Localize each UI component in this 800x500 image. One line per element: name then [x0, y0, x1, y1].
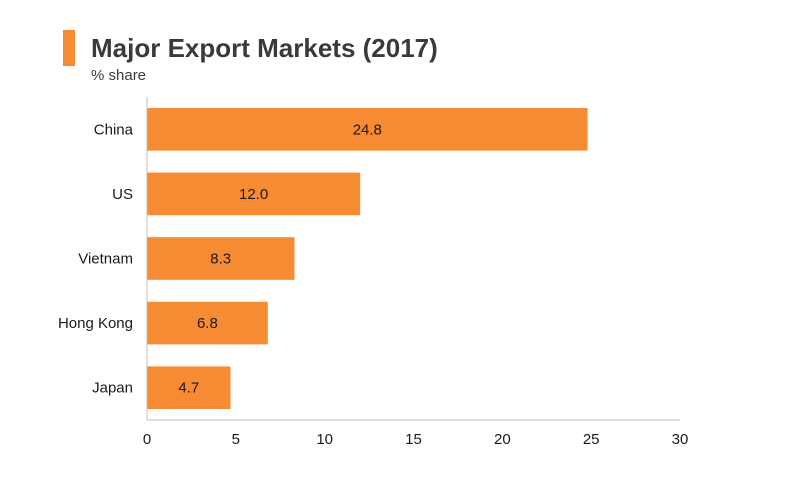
category-label: China — [94, 121, 134, 138]
bar-hong-kong — [147, 301, 268, 345]
bars-group: 24.8 12.0 8.3 6.8 4.7 — [147, 107, 588, 410]
x-tick-label: 0 — [143, 431, 151, 448]
bar-us — [147, 172, 361, 216]
category-label: US — [112, 186, 133, 203]
data-label: 12.0 — [239, 186, 268, 203]
data-label: 6.8 — [197, 315, 218, 332]
x-tick-label: 10 — [316, 431, 333, 448]
x-tick-label: 5 — [232, 431, 240, 448]
data-label: 4.7 — [178, 380, 199, 397]
x-tick-label: 20 — [494, 431, 511, 448]
title-accent-bar — [63, 30, 75, 66]
bar-china — [147, 107, 588, 151]
axes-group: China US Vietnam Hong Kong Japan 0 5 10 15 20 25 30 — [58, 97, 688, 448]
chart-subtitle: % share — [91, 67, 147, 84]
x-tick-label: 30 — [672, 431, 689, 448]
category-label: Hong Kong — [58, 315, 133, 332]
category-label: Vietnam — [78, 251, 133, 268]
chart-title: Major Export Markets (2017) — [91, 33, 438, 63]
data-label: 24.8 — [353, 121, 382, 138]
bar-vietnam — [147, 237, 295, 280]
category-label: Japan — [92, 380, 133, 397]
bar-japan — [147, 366, 231, 410]
data-label: 8.3 — [210, 251, 231, 268]
x-tick-label: 15 — [405, 431, 422, 448]
x-tick-label: 25 — [583, 431, 600, 448]
